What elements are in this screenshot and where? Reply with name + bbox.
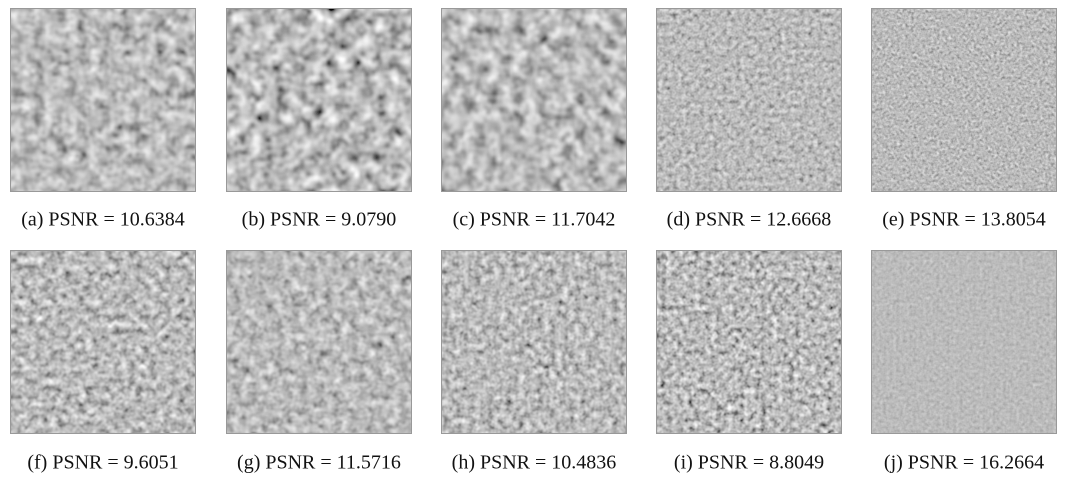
panel-caption: (a) PSNR = 10.6384 — [21, 209, 185, 231]
panel-border — [226, 250, 412, 434]
panel-caption: (h) PSNR = 10.4836 — [452, 452, 617, 474]
panel-caption: (b) PSNR = 9.0790 — [242, 209, 397, 231]
panel-image — [10, 8, 196, 192]
panel-border — [441, 8, 627, 192]
panel-border — [10, 8, 196, 192]
panel-border — [656, 8, 842, 192]
panel-border — [441, 250, 627, 434]
panel-caption: (c) PSNR = 11.7042 — [453, 209, 616, 231]
panel-caption: (e) PSNR = 13.8054 — [882, 209, 1046, 231]
panel-image — [226, 8, 412, 192]
panel-image — [656, 250, 842, 434]
panel-image — [871, 8, 1057, 192]
panel-caption: (i) PSNR = 8.8049 — [674, 452, 824, 474]
panel-caption: (j) PSNR = 16.2664 — [884, 452, 1044, 474]
panel-border — [656, 250, 842, 434]
panel-border — [10, 250, 196, 434]
panel-image — [10, 250, 196, 434]
panel-image — [656, 8, 842, 192]
panel-border — [226, 8, 412, 192]
panel-caption: (d) PSNR = 12.6668 — [667, 209, 832, 231]
panel-image — [441, 250, 627, 434]
panel-image — [441, 8, 627, 192]
panel-image — [871, 250, 1057, 434]
panel-border — [871, 8, 1057, 192]
panel-border — [871, 250, 1057, 434]
panel-caption: (g) PSNR = 11.5716 — [237, 452, 401, 474]
panel-caption: (f) PSNR = 9.6051 — [27, 452, 178, 474]
panel-image — [226, 250, 412, 434]
